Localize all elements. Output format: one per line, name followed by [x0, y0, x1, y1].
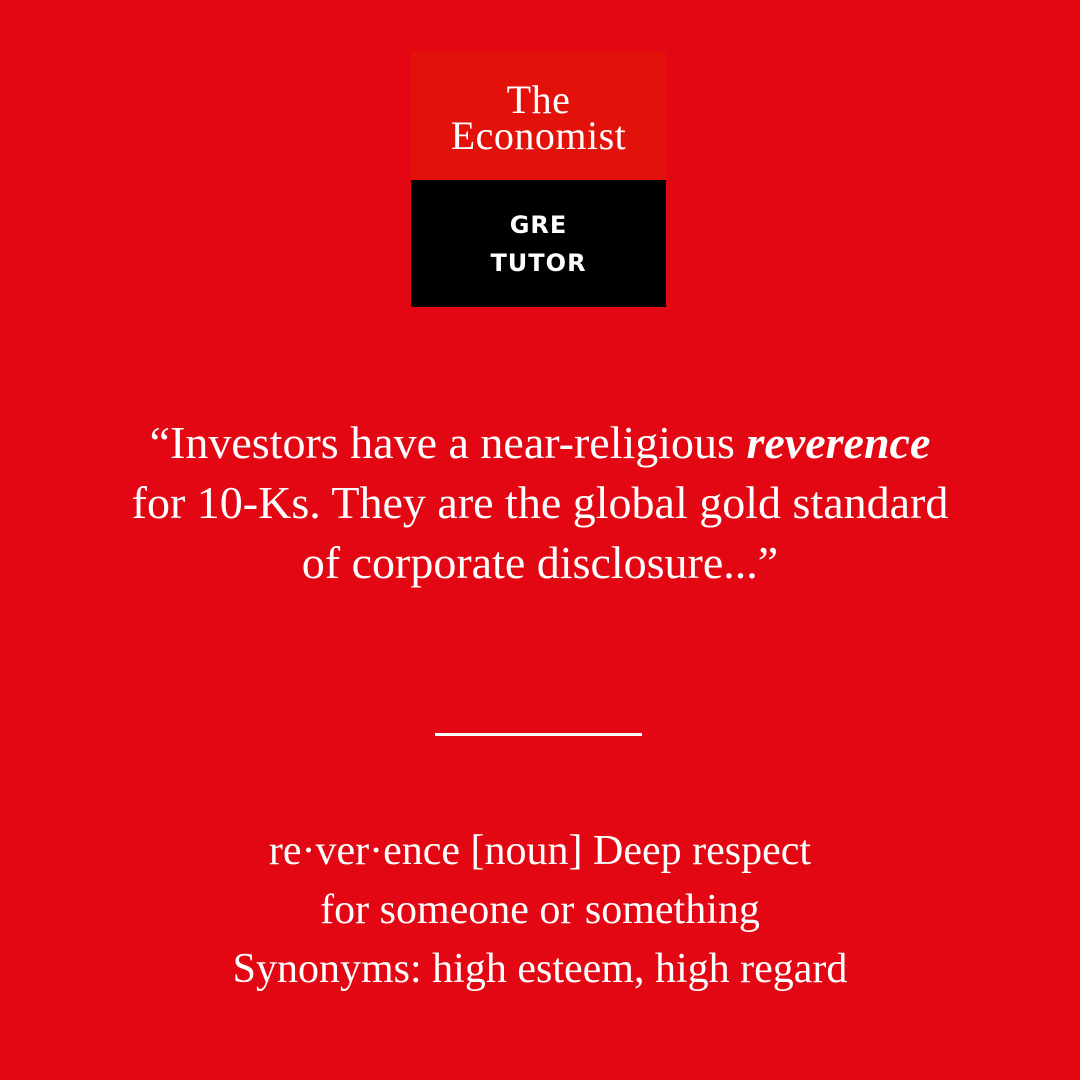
quote-before: “Investors have a near-religious [149, 417, 747, 468]
word-definition: re·ver·ence [noun] Deep respect for some… [120, 822, 960, 999]
logo-product-block: GRE TUTOR [411, 180, 666, 307]
logo-brand-block: The Economist [411, 52, 666, 180]
economist-gre-tutor-logo: The Economist GRE TUTOR [411, 52, 666, 307]
definition-line1: re·ver·ence [noun] Deep respect [268, 828, 812, 874]
definition-line2: for someone or something [320, 887, 760, 933]
logo-product-line1: GRE [509, 210, 568, 239]
logo-brand-line1: The [506, 77, 571, 122]
quote-after: for 10-Ks. They are the global gold stan… [131, 477, 949, 588]
definition-line3: Synonyms: high esteem, high regard [232, 946, 848, 992]
logo-product-line2: TUTOR [490, 248, 587, 277]
quote-text: “Investors have a near-religious reveren… [120, 413, 960, 593]
logo-brand-line2: Economist [450, 113, 627, 158]
quote-keyword: reverence [746, 417, 931, 468]
divider-line [435, 733, 642, 736]
